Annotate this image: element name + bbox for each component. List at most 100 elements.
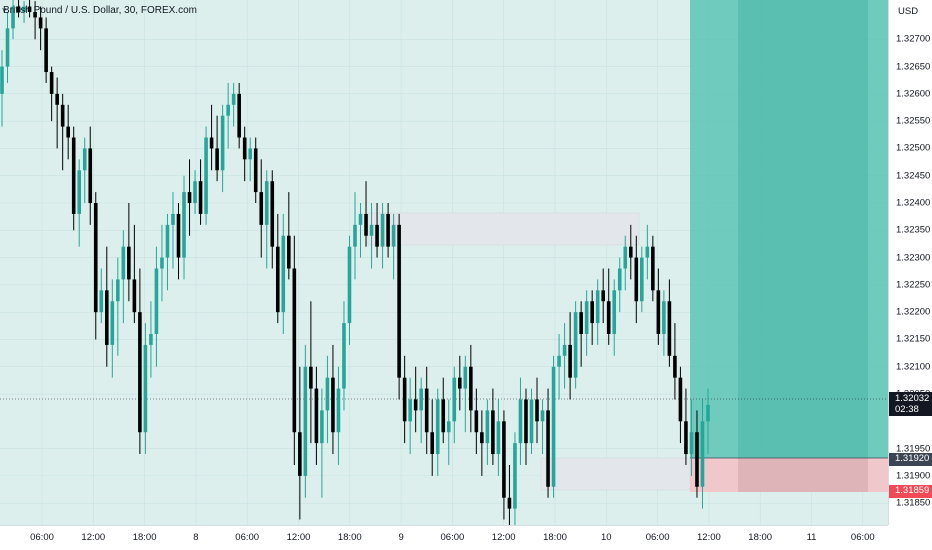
- candle[interactable]: [116, 257, 120, 356]
- candle[interactable]: [529, 388, 534, 455]
- candle[interactable]: [474, 388, 479, 455]
- candle[interactable]: [121, 230, 126, 324]
- candle[interactable]: [617, 257, 622, 313]
- candle[interactable]: [551, 355, 556, 498]
- candle[interactable]: [452, 366, 457, 444]
- candle[interactable]: [700, 399, 705, 509]
- candle[interactable]: [281, 213, 286, 334]
- candle[interactable]: [154, 246, 159, 367]
- candle[interactable]: [38, 6, 43, 51]
- candle[interactable]: [601, 268, 606, 324]
- candle[interactable]: [480, 410, 484, 476]
- candle[interactable]: [66, 104, 70, 160]
- candle[interactable]: [325, 355, 330, 444]
- chart-pane[interactable]: ˅ British Pound / U.S. Dollar, 30, FOREX…: [0, 0, 888, 525]
- candle[interactable]: [540, 399, 545, 455]
- candle[interactable]: [44, 17, 48, 83]
- candle[interactable]: [187, 159, 192, 236]
- candle[interactable]: [110, 279, 115, 378]
- candle[interactable]: [651, 235, 655, 302]
- candlestick-chart[interactable]: [0, 0, 888, 525]
- candle[interactable]: [678, 366, 683, 444]
- candle[interactable]: [485, 399, 490, 465]
- candle[interactable]: [579, 301, 583, 367]
- candle[interactable]: [656, 268, 661, 345]
- candle[interactable]: [347, 235, 352, 345]
- candle[interactable]: [16, 0, 21, 18]
- candle[interactable]: [209, 104, 214, 171]
- candle[interactable]: [264, 170, 269, 269]
- demand-zone-box[interactable]: [540, 457, 691, 491]
- candle[interactable]: [77, 159, 82, 247]
- candle[interactable]: [695, 410, 699, 498]
- candle[interactable]: [149, 301, 153, 378]
- candle[interactable]: [441, 377, 446, 444]
- candle[interactable]: [143, 323, 148, 455]
- candle[interactable]: [55, 77, 59, 149]
- candle[interactable]: [248, 137, 253, 182]
- candle[interactable]: [689, 399, 694, 476]
- candle[interactable]: [237, 82, 241, 149]
- candle[interactable]: [590, 290, 594, 345]
- candle[interactable]: [469, 344, 473, 433]
- candle[interactable]: [667, 279, 672, 367]
- candle[interactable]: [275, 213, 280, 324]
- candle[interactable]: [287, 192, 291, 280]
- candle[interactable]: [623, 235, 628, 291]
- candle[interactable]: [314, 366, 319, 465]
- candle[interactable]: [298, 366, 302, 520]
- candle[interactable]: [226, 82, 230, 149]
- candle[interactable]: [413, 366, 418, 433]
- candle[interactable]: [491, 388, 495, 465]
- candle[interactable]: [292, 235, 297, 465]
- candle[interactable]: [93, 192, 98, 340]
- candle[interactable]: [673, 323, 677, 400]
- candle[interactable]: [353, 192, 357, 280]
- candle[interactable]: [5, 12, 10, 83]
- candle[interactable]: [82, 137, 87, 204]
- candle[interactable]: [342, 301, 346, 411]
- candle[interactable]: [49, 66, 54, 122]
- candle[interactable]: [557, 333, 561, 400]
- candle[interactable]: [513, 432, 517, 525]
- candle[interactable]: [568, 312, 572, 400]
- candle[interactable]: [259, 159, 264, 258]
- candle[interactable]: [127, 203, 131, 302]
- price-scale[interactable]: USD 1.32700 1.32650 1.32600 1.32550 1.32500 1…: [888, 0, 932, 525]
- candle[interactable]: [430, 399, 435, 476]
- candle[interactable]: [320, 388, 324, 498]
- candle[interactable]: [684, 388, 688, 465]
- candle[interactable]: [628, 224, 633, 280]
- supply-zone-box[interactable]: [367, 212, 640, 246]
- candle[interactable]: [380, 203, 385, 269]
- candle[interactable]: [182, 175, 186, 280]
- candle[interactable]: [518, 377, 523, 465]
- candle[interactable]: [33, 1, 37, 40]
- candle[interactable]: [358, 203, 363, 258]
- candle[interactable]: [331, 344, 335, 455]
- candle[interactable]: [198, 159, 203, 225]
- candle[interactable]: [595, 279, 600, 345]
- candle[interactable]: [171, 192, 175, 269]
- candle[interactable]: [502, 410, 506, 520]
- candle[interactable]: [231, 82, 236, 127]
- candle[interactable]: [424, 366, 429, 455]
- candle[interactable]: [634, 235, 639, 324]
- candle[interactable]: [215, 115, 219, 182]
- candle[interactable]: [99, 268, 104, 324]
- candle[interactable]: [573, 301, 578, 389]
- candle[interactable]: [546, 388, 550, 498]
- candle[interactable]: [270, 170, 275, 269]
- currency-label[interactable]: USD: [898, 6, 919, 17]
- candle[interactable]: [457, 355, 462, 411]
- candle[interactable]: [176, 203, 181, 280]
- candle[interactable]: [391, 213, 396, 280]
- candle[interactable]: [71, 126, 76, 231]
- candle[interactable]: [11, 0, 15, 40]
- candle[interactable]: [640, 246, 644, 313]
- candle[interactable]: [220, 104, 225, 193]
- candle[interactable]: [364, 181, 368, 247]
- candle[interactable]: [463, 355, 468, 433]
- candle[interactable]: [507, 464, 512, 525]
- candle[interactable]: [336, 366, 341, 465]
